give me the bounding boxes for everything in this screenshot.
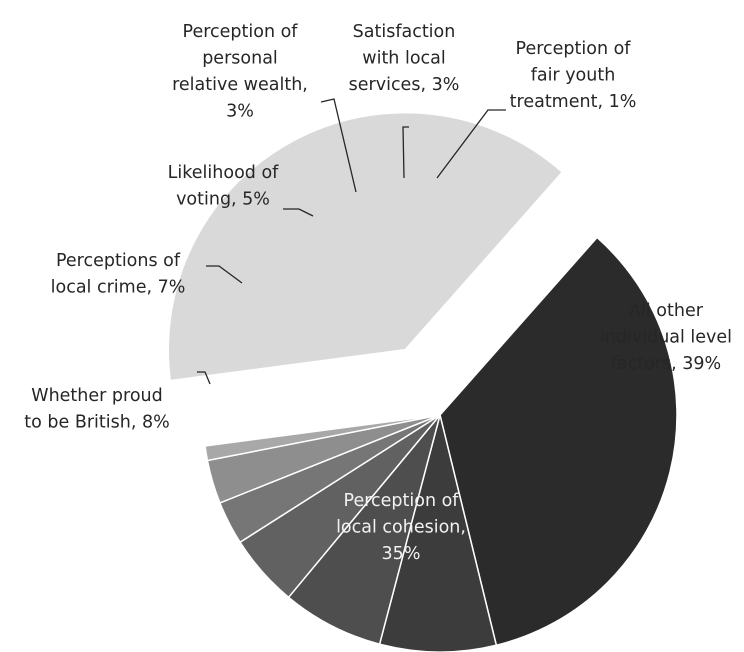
slice-label-2: Whether proud to be British, 8% xyxy=(24,386,169,433)
slice-label-5: Perception of personal relative wealth, 3% xyxy=(172,22,308,122)
pie-slices xyxy=(167,111,678,652)
slice-label-line: relative wealth, xyxy=(172,75,308,95)
slice-label-3: Perceptions of local crime, 7% xyxy=(51,251,186,298)
slice-label-line: Perception of xyxy=(183,22,299,42)
slice-label-line: fair youth xyxy=(531,66,616,86)
slice-label-4: Likelihood of voting, 5% xyxy=(168,163,279,210)
pie-slice-7 xyxy=(204,414,441,462)
leader-lines xyxy=(197,98,506,385)
slice-label-line: All other xyxy=(629,301,704,321)
slice-labels: Perception of local cohesion, 35% Whether p… xyxy=(24,22,732,564)
slice-label-line: treatment, 1% xyxy=(510,92,637,112)
slice-label-line: personal xyxy=(202,49,278,69)
slice-label-line: Likelihood of xyxy=(168,163,279,183)
slice-label-line: local cohesion, xyxy=(336,518,466,538)
slice-label-line: 3% xyxy=(226,102,254,122)
slice-label-6: Satisfaction with local services, 3% xyxy=(349,22,460,95)
slice-label-1: Perception of local cohesion, 35% xyxy=(336,491,466,564)
slice-label-line: factors, 39% xyxy=(611,354,721,374)
slice-label-line: 35% xyxy=(382,544,421,564)
slice-label-line: voting, 5% xyxy=(176,190,270,210)
slice-label-line: to be British, 8% xyxy=(24,413,169,433)
pie-slice-1 xyxy=(439,236,678,647)
slice-label-line: Satisfaction xyxy=(353,22,456,42)
leader-line-5 xyxy=(320,98,357,193)
slice-label-line: Perceptions of xyxy=(56,251,181,271)
slice-label-8: All other individual level factors, 39% xyxy=(600,301,732,374)
leader-line-6 xyxy=(402,126,409,179)
leader-line-7 xyxy=(436,109,506,179)
slice-label-line: Whether proud xyxy=(31,386,162,406)
slice-label-line: Perception of xyxy=(516,39,632,59)
slice-label-line: with local xyxy=(362,49,445,69)
leader-line-3 xyxy=(206,265,243,284)
slice-label-line: Perception of xyxy=(344,491,460,511)
leader-line-4 xyxy=(283,208,314,217)
slice-label-7: Perception of fair youth treatment, 1% xyxy=(510,39,637,112)
pie-slice-8 xyxy=(167,111,564,382)
pie-slice-3 xyxy=(287,414,441,646)
slice-label-line: individual level xyxy=(600,328,732,348)
slice-label-line: local crime, 7% xyxy=(51,278,186,298)
slice-label-line: services, 3% xyxy=(349,75,460,95)
leader-line-2 xyxy=(197,371,211,385)
